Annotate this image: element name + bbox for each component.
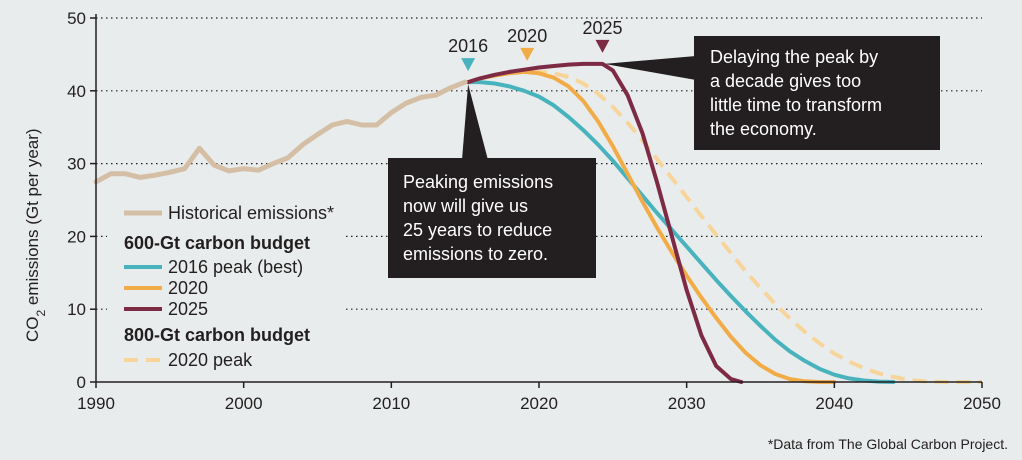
callout-delayed-peak-box <box>694 36 940 150</box>
x-tick-label-2000: 2000 <box>225 394 263 413</box>
x-tick-label-1990: 1990 <box>77 394 115 413</box>
y-tick-label-0: 0 <box>77 373 86 392</box>
callout-early-peak-pointer <box>462 84 488 160</box>
series-line-peak2016 <box>466 80 896 384</box>
x-tick-label-2040: 2040 <box>815 394 853 413</box>
peak-marker-2020 <box>520 47 535 61</box>
series-line-peak2020_800 <box>467 69 982 384</box>
legend-label-2025: 2025 <box>168 299 208 319</box>
legend-label-2016: 2016 peak (best) <box>168 257 303 277</box>
y-tick-label-50: 50 <box>67 9 86 28</box>
legend-title-800gt: 800-Gt carbon budget <box>124 325 310 345</box>
x-tick-label-2050: 2050 <box>963 394 1001 413</box>
callout-delayed-peak-line-3: little time to transform <box>710 95 882 115</box>
callout-delayed-peak-line-1: Delaying the peak by <box>710 47 878 67</box>
legend-title-600gt: 600-Gt carbon budget <box>124 233 310 253</box>
callout-early-peak-line-2: now will give us <box>403 196 528 216</box>
peak-marker-label-2025: 2025 <box>582 18 622 38</box>
series-line-peak2020 <box>466 69 837 384</box>
y-tick-label-20: 20 <box>67 227 86 246</box>
y-tick-label-30: 30 <box>67 155 86 174</box>
callout-early-peak-line-4: emissions to zero. <box>403 244 548 264</box>
callout-delayed-peak-line-2: a decade gives too <box>710 71 861 91</box>
callout-early-peak-line-1: Peaking emissions <box>403 172 553 192</box>
x-tick-label-2030: 2030 <box>668 394 706 413</box>
peak-markers: 2016 2020 2025 <box>448 18 623 72</box>
footnote: *Data from The Global Carbon Project. <box>768 436 1008 452</box>
series-line-peak2025 <box>466 61 744 384</box>
callout-early-peak: Peaking emissions now will give us 25 ye… <box>388 84 596 278</box>
x-tick-label-2020: 2020 <box>520 394 558 413</box>
peak-marker-2025 <box>595 39 610 53</box>
y-tick-label-40: 40 <box>67 82 86 101</box>
peak-marker-2016 <box>461 58 476 72</box>
callout-delayed-peak: Delaying the peak by a decade gives too … <box>604 36 940 150</box>
legend-label-2020-800: 2020 peak <box>168 350 253 370</box>
peak-marker-label-2016: 2016 <box>448 36 488 56</box>
peak-marker-label-2020: 2020 <box>507 26 547 46</box>
callout-early-peak-box <box>388 158 596 278</box>
x-tick-label-2010: 2010 <box>372 394 410 413</box>
callout-delayed-peak-pointer <box>604 56 696 80</box>
y-tick-label-10: 10 <box>67 300 86 319</box>
y-axis-label: CO2 emissions (Gt per year) <box>23 128 48 342</box>
callout-delayed-peak-line-4: the economy. <box>710 119 817 139</box>
callout-early-peak-line-3: 25 years to reduce <box>403 220 552 240</box>
series-layer <box>93 61 982 384</box>
legend: Historical emissions* 600-Gt carbon budg… <box>107 198 345 378</box>
legend-label-historical: Historical emissions* <box>168 203 334 223</box>
legend-label-2020: 2020 <box>168 278 208 298</box>
series-line-historical <box>93 79 468 185</box>
